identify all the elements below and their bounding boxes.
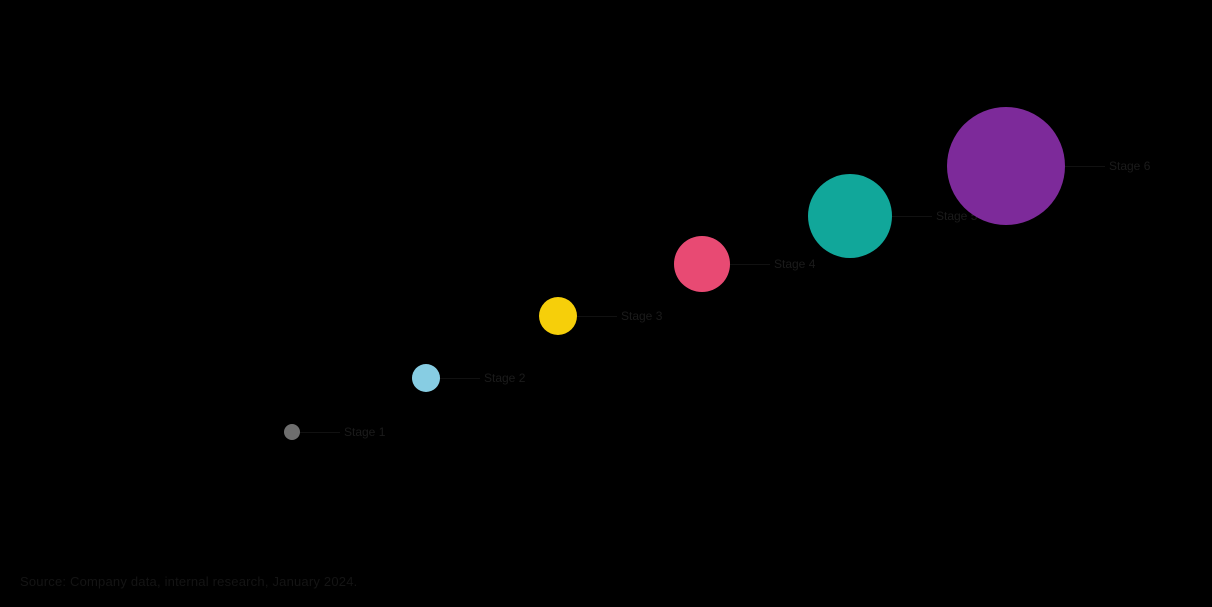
connector-b3 <box>577 316 617 317</box>
bubble-b6 <box>947 107 1065 225</box>
bubble-label-b3: Stage 3 <box>621 309 662 323</box>
bubble-b5 <box>808 174 892 258</box>
bubble-label-b2: Stage 2 <box>484 371 525 385</box>
connector-b1 <box>300 432 340 433</box>
source-note: Source: Company data, internal research,… <box>20 574 357 589</box>
bubble-label-b1: Stage 1 <box>344 425 385 439</box>
bubble-b2 <box>412 364 440 392</box>
bubble-b1 <box>284 424 300 440</box>
bubble-b3 <box>539 297 577 335</box>
chart-stage: Source: Company data, internal research,… <box>0 0 1212 607</box>
bubble-label-b6: Stage 6 <box>1109 159 1150 173</box>
connector-b2 <box>440 378 480 379</box>
bubble-label-b4: Stage 4 <box>774 257 815 271</box>
connector-b6 <box>1065 166 1105 167</box>
bubble-b4 <box>674 236 730 292</box>
connector-b4 <box>730 264 770 265</box>
connector-b5 <box>892 216 932 217</box>
